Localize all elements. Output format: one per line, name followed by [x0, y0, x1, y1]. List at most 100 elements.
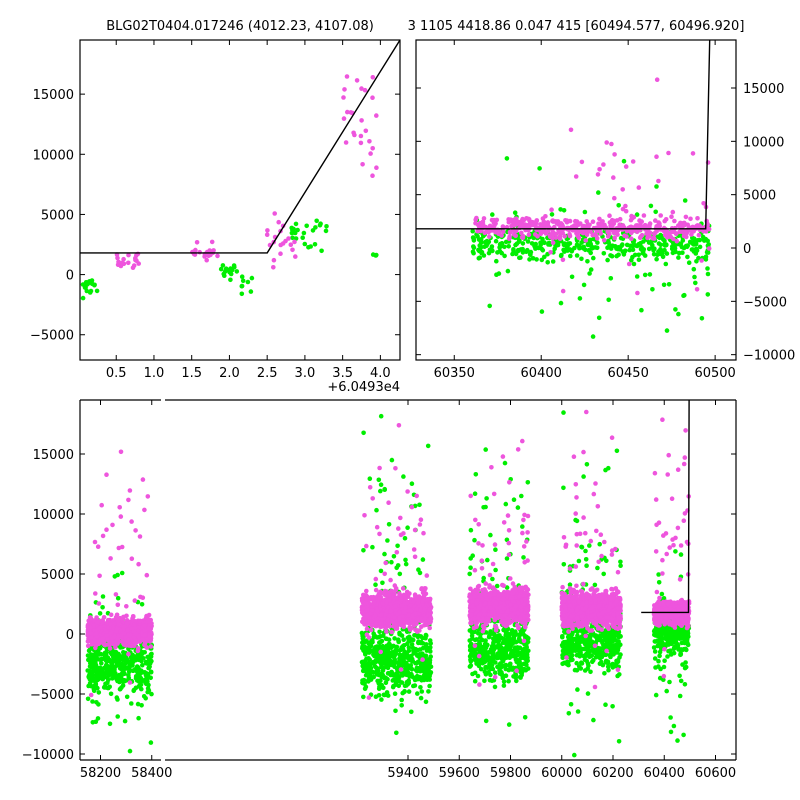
data-point	[490, 576, 495, 582]
data-point	[616, 203, 621, 208]
data-point	[578, 221, 583, 226]
data-point	[468, 565, 473, 570]
data-point	[469, 633, 475, 638]
data-point	[538, 228, 543, 234]
data-point	[652, 656, 658, 661]
data-point	[94, 670, 99, 675]
data-point	[80, 295, 86, 301]
data-point	[591, 255, 596, 261]
data-point	[468, 663, 474, 668]
data-point	[265, 228, 270, 233]
data-point	[271, 257, 277, 263]
data-point	[106, 677, 111, 683]
data-point	[419, 689, 425, 694]
data-point	[402, 536, 408, 541]
data-point	[481, 216, 487, 221]
data-point	[572, 667, 578, 673]
data-point	[378, 678, 383, 683]
data-point	[481, 505, 486, 510]
data-point	[115, 602, 121, 608]
data-point	[567, 241, 573, 246]
data-point	[290, 235, 295, 241]
data-point	[364, 588, 369, 594]
data-point	[218, 266, 224, 272]
data-point	[403, 557, 408, 563]
data-point	[487, 234, 492, 239]
data-point	[637, 235, 643, 241]
data-point	[670, 209, 676, 215]
data-point	[410, 645, 416, 651]
data-point	[579, 661, 585, 666]
data-point	[148, 654, 154, 659]
data-point	[354, 78, 360, 83]
data-point	[525, 223, 530, 228]
data-point	[111, 634, 117, 640]
data-point	[531, 235, 536, 241]
model-line	[416, 40, 711, 230]
data-point	[662, 658, 667, 663]
data-point	[590, 219, 596, 224]
data-point	[100, 636, 105, 642]
data-point	[678, 652, 684, 657]
data-point	[583, 548, 588, 554]
data-point	[417, 502, 422, 508]
data-point	[94, 288, 100, 294]
data-point	[607, 213, 612, 218]
data-point	[401, 474, 406, 479]
data-point	[139, 602, 145, 607]
data-point	[133, 631, 139, 637]
data-point	[568, 641, 574, 646]
data-point	[147, 634, 152, 640]
data-point	[130, 668, 136, 673]
data-point	[378, 568, 384, 574]
data-point	[290, 247, 295, 253]
data-point	[557, 236, 563, 241]
data-point	[577, 296, 583, 301]
data-point	[132, 598, 138, 603]
data-point	[345, 109, 350, 115]
data-point	[145, 673, 150, 679]
data-point	[694, 259, 699, 264]
data-point	[693, 241, 698, 247]
data-point	[523, 667, 529, 673]
data-point	[278, 242, 284, 248]
data-point	[380, 633, 386, 638]
data-point	[650, 287, 655, 292]
data-point	[382, 551, 387, 557]
data-point	[145, 618, 151, 624]
data-point	[239, 274, 245, 280]
data-point	[359, 630, 365, 636]
data-point	[619, 224, 624, 229]
data-point	[694, 223, 699, 229]
data-point	[202, 254, 207, 259]
data-point	[521, 646, 527, 652]
data-point	[409, 659, 415, 664]
data-point	[220, 263, 226, 268]
data-point	[686, 260, 692, 266]
data-point	[651, 645, 657, 650]
data-point	[133, 638, 138, 643]
data-point	[124, 604, 129, 609]
data-point	[467, 638, 473, 643]
data-point	[95, 544, 101, 549]
y-tick-label: 10000	[743, 135, 784, 150]
data-point	[520, 216, 525, 222]
axes-frame	[415, 39, 737, 361]
data-point	[660, 640, 665, 646]
data-point	[419, 678, 424, 683]
data-point	[511, 497, 517, 503]
data-point	[587, 543, 592, 548]
data-point	[400, 586, 406, 591]
data-point	[506, 722, 512, 727]
data-point	[574, 253, 580, 258]
data-point	[572, 752, 577, 758]
data-point	[658, 213, 663, 218]
data-point	[80, 282, 86, 287]
data-point	[384, 636, 389, 642]
data-point	[249, 275, 255, 281]
data-point	[88, 692, 94, 698]
data-point	[468, 659, 474, 664]
data-point	[670, 250, 676, 256]
data-point	[370, 638, 375, 643]
data-point	[483, 718, 489, 724]
